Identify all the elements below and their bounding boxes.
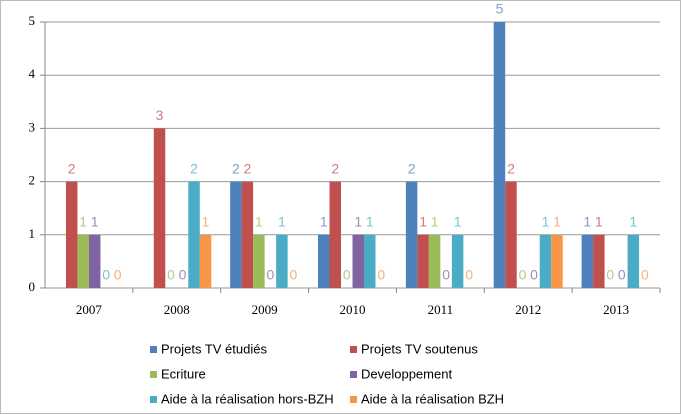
bar <box>276 234 288 288</box>
value-label: 0 <box>167 267 175 283</box>
bar <box>153 128 166 288</box>
value-label: 1 <box>542 214 550 230</box>
value-label: 0 <box>442 267 450 283</box>
legend-label: Ecriture <box>161 366 206 381</box>
value-label: 1 <box>583 214 591 230</box>
value-label: 5 <box>496 1 504 17</box>
value-label: 0 <box>343 267 351 283</box>
value-label: 0 <box>114 267 122 283</box>
legend-label: Aide à la réalisation BZH <box>361 391 504 406</box>
bar <box>230 181 242 288</box>
bar <box>65 181 78 288</box>
legend-label: Aide à la réalisation hors-BZH <box>161 391 334 406</box>
value-label: 1 <box>278 214 286 230</box>
x-tick-label: 2010 <box>340 302 366 317</box>
bar <box>581 234 594 288</box>
value-label: 0 <box>266 267 274 283</box>
value-label: 1 <box>419 214 427 230</box>
bar <box>505 181 517 288</box>
value-label: 0 <box>465 267 473 283</box>
y-tick-label: 3 <box>29 119 36 134</box>
bar <box>364 234 376 288</box>
x-tick-label: 2007 <box>76 302 103 317</box>
bar <box>493 22 506 288</box>
value-label: 1 <box>91 214 99 230</box>
value-label: 2 <box>507 160 515 176</box>
bar <box>405 181 418 288</box>
value-label: 2 <box>331 160 339 176</box>
value-label: 0 <box>179 267 187 283</box>
y-tick-label: 2 <box>29 173 36 188</box>
value-label: 0 <box>641 267 649 283</box>
bar <box>539 234 552 288</box>
value-label: 1 <box>255 214 263 230</box>
bar <box>593 234 605 288</box>
bar <box>627 234 640 288</box>
bar <box>451 234 464 288</box>
bar <box>77 234 89 288</box>
legend-swatch <box>350 371 357 378</box>
x-tick-label: 2012 <box>515 302 541 317</box>
value-label: 2 <box>243 160 251 176</box>
value-label: 2 <box>68 160 76 176</box>
bar <box>241 181 254 288</box>
legend-label: Projets TV soutenus <box>361 341 478 356</box>
value-label: 1 <box>366 214 374 230</box>
x-tick-label: 2008 <box>164 302 190 317</box>
value-label: 0 <box>530 267 538 283</box>
value-label: 0 <box>606 267 614 283</box>
value-label: 0 <box>519 267 527 283</box>
legend-swatch <box>150 371 157 378</box>
y-tick-label: 1 <box>29 226 36 241</box>
value-label: 2 <box>408 160 416 176</box>
value-label: 1 <box>431 214 439 230</box>
x-tick-label: 2011 <box>428 302 454 317</box>
value-label: 1 <box>79 214 87 230</box>
value-label: 2 <box>232 160 240 176</box>
value-label: 1 <box>595 214 603 230</box>
legend-swatch <box>150 396 157 403</box>
y-tick-label: 0 <box>29 279 36 294</box>
x-tick-label: 2009 <box>252 302 278 317</box>
legend-swatch <box>150 346 157 353</box>
bar <box>329 181 341 288</box>
value-label: 1 <box>454 214 462 230</box>
value-label: 0 <box>377 267 385 283</box>
legend-label: Projets TV étudiés <box>161 341 267 356</box>
y-tick-label: 5 <box>29 13 36 28</box>
bar <box>417 234 429 288</box>
legend-swatch <box>350 396 357 403</box>
value-label: 1 <box>629 214 637 230</box>
legend-label: Developpement <box>361 366 452 381</box>
value-label: 0 <box>618 267 626 283</box>
bar <box>428 234 441 288</box>
y-tick-label: 4 <box>29 66 36 81</box>
value-label: 1 <box>354 214 362 230</box>
value-label: 3 <box>156 107 164 123</box>
value-label: 2 <box>190 160 198 176</box>
bar <box>551 234 563 288</box>
value-label: 1 <box>320 214 328 230</box>
x-tick-label: 2013 <box>603 302 629 317</box>
value-label: 1 <box>553 214 561 230</box>
value-label: 1 <box>202 214 210 230</box>
bar <box>88 234 101 288</box>
bar <box>253 234 265 288</box>
bar <box>199 234 212 288</box>
legend-swatch <box>350 346 357 353</box>
bar <box>188 181 200 288</box>
value-label: 0 <box>289 267 297 283</box>
value-label: 0 <box>102 267 110 283</box>
bar <box>318 234 330 288</box>
bar <box>352 234 364 288</box>
